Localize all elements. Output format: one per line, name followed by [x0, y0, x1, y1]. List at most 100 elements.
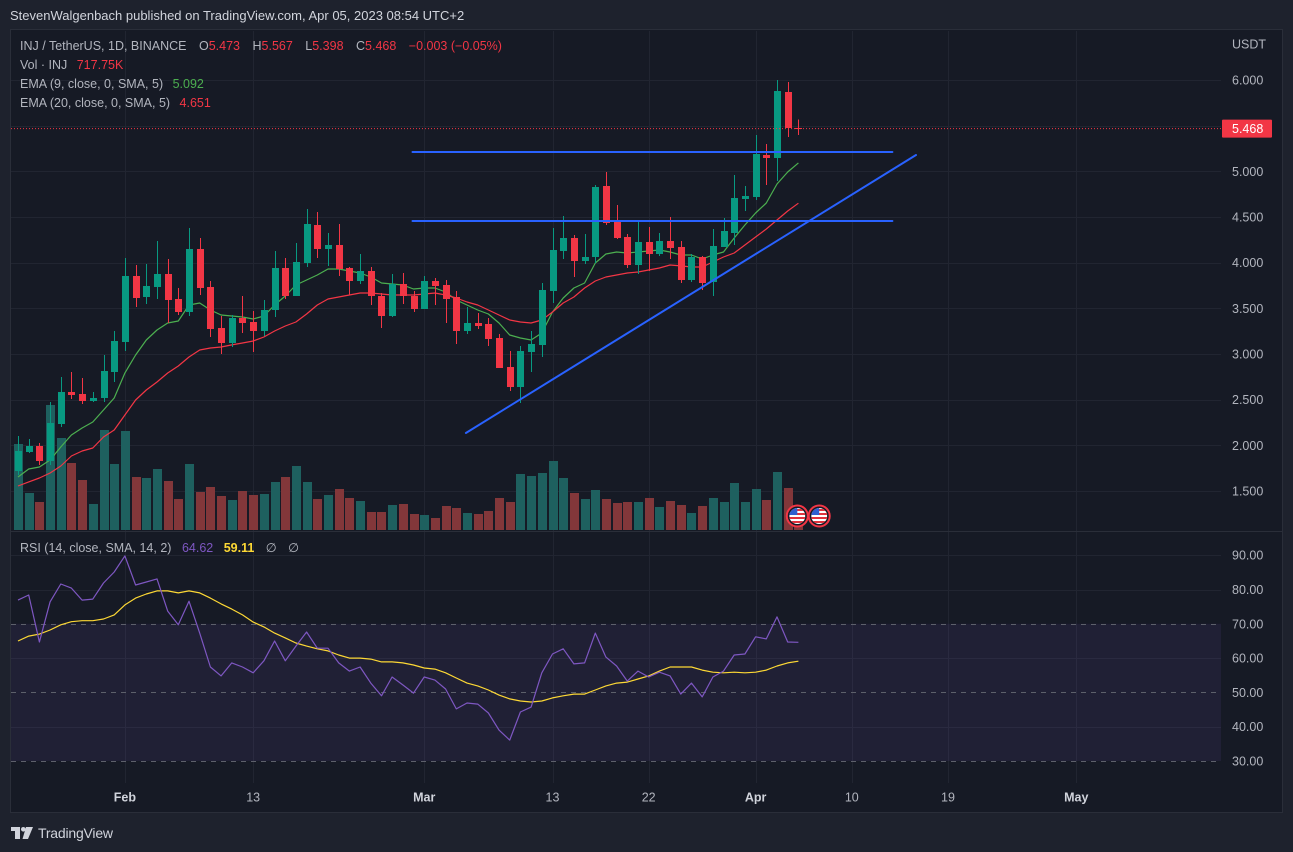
ema9-value: 5.092 — [172, 77, 204, 91]
volume-bar — [367, 512, 376, 530]
candle-body — [400, 284, 407, 296]
candle — [646, 227, 653, 271]
volume-bar — [121, 431, 130, 530]
volume-bar — [474, 514, 483, 530]
candle — [304, 209, 311, 267]
close-value: 5.468 — [365, 39, 397, 53]
candle — [239, 296, 246, 333]
ema20-value: 4.651 — [179, 96, 211, 110]
volume-value: 717.75K — [76, 58, 124, 72]
price-axis-tick: 4.000 — [1232, 256, 1263, 270]
candle — [688, 254, 695, 282]
candle-body — [26, 446, 33, 452]
economic-event-marker[interactable] — [807, 504, 831, 528]
candle — [528, 331, 535, 372]
price-axis-currency: USDT — [1232, 38, 1266, 52]
candle-body — [207, 287, 214, 329]
volume-bar — [110, 464, 119, 530]
volume-bar — [100, 430, 109, 530]
price-axis-tick: 2.000 — [1232, 439, 1263, 453]
candle-body — [432, 281, 439, 286]
volume-bar — [506, 502, 515, 530]
volume-bar — [431, 518, 440, 530]
rsi-value-axis[interactable] — [1221, 532, 1282, 783]
candle — [229, 315, 236, 347]
candle-body — [688, 257, 695, 280]
time-axis[interactable] — [11, 783, 1221, 811]
volume-bar — [570, 493, 579, 530]
candle — [464, 307, 471, 334]
candle — [101, 355, 108, 402]
candle-body — [229, 318, 236, 343]
candle-body — [517, 351, 524, 387]
ascending-trendline[interactable] — [464, 154, 917, 434]
open-value: 5.473 — [208, 39, 240, 53]
rsi-axis-tick: 90.00 — [1232, 549, 1263, 563]
volume-bar — [196, 492, 205, 530]
candle — [175, 288, 182, 315]
candle-body — [582, 257, 589, 261]
candle-body — [47, 422, 54, 461]
time-axis-label: Mar — [413, 791, 435, 805]
candle-body — [261, 310, 268, 331]
ema20-legend-row[interactable]: EMA (20, close, 0, SMA, 5) 4.651 — [20, 94, 502, 113]
volume-bar — [645, 498, 654, 530]
us-flag-icon — [811, 508, 828, 524]
candle-body — [197, 249, 204, 288]
volume-bar — [14, 444, 23, 530]
candle-body — [507, 367, 514, 387]
volume-bar — [335, 489, 344, 530]
volume-bar — [35, 502, 44, 530]
rsi-legend-row[interactable]: RSI (14, close, SMA, 14, 2) 64.62 59.11 … — [20, 539, 299, 558]
ema9-line — [17, 162, 799, 478]
rsi-pane — [11, 555, 1221, 762]
open-label: O — [198, 39, 209, 53]
candle — [165, 259, 172, 323]
candle — [785, 82, 792, 137]
candle-body — [36, 446, 43, 462]
price-axis[interactable] — [1221, 31, 1282, 531]
candle — [742, 186, 749, 211]
candle — [699, 256, 706, 290]
candle-body — [560, 238, 567, 251]
candle-body — [453, 297, 460, 331]
candle-body — [186, 249, 193, 312]
candle-body — [101, 371, 108, 398]
candle — [272, 251, 279, 317]
volume-bar — [89, 504, 98, 530]
tradingview-footer-link[interactable]: TradingView — [11, 824, 113, 841]
candle — [68, 372, 75, 399]
candle — [261, 300, 268, 336]
candle — [592, 185, 599, 263]
candle — [197, 238, 204, 295]
volume-legend-row[interactable]: Vol · INJ 717.75K — [20, 56, 502, 75]
volume-bar — [666, 501, 675, 530]
candle — [517, 346, 524, 403]
volume-bar — [720, 502, 729, 530]
rsi-axis-tick: 60.00 — [1232, 652, 1263, 666]
candle — [721, 218, 728, 247]
candle-body — [774, 91, 781, 158]
candle — [58, 377, 65, 427]
symbol-legend-row[interactable]: INJ / TetherUS, 1D, BINANCE O5.473 H5.56… — [20, 37, 502, 56]
event-marker-ring — [807, 504, 831, 528]
change-value: −0.003 (−0.05%) — [408, 39, 502, 53]
rsi-extra-value-2: ∅ — [288, 541, 300, 555]
candle-body — [218, 328, 225, 344]
low-label: L — [305, 39, 313, 53]
volume-bar — [153, 469, 162, 530]
volume-bar — [271, 482, 280, 530]
price-axis-tick: 1.500 — [1232, 485, 1263, 499]
economic-event-marker[interactable] — [785, 504, 809, 528]
ema9-legend-row[interactable]: EMA (9, close, 0, SMA, 5) 5.092 — [20, 75, 502, 94]
candle-body — [656, 241, 663, 254]
candle — [389, 274, 396, 317]
candle-body — [58, 392, 65, 424]
candle — [443, 280, 450, 323]
candle-body — [699, 257, 706, 283]
rsi-axis-tick: 30.00 — [1232, 755, 1263, 769]
ema9-label: EMA (9, close, 0, SMA, 5) — [20, 77, 164, 91]
volume-bar — [313, 499, 322, 530]
candle — [357, 254, 364, 284]
